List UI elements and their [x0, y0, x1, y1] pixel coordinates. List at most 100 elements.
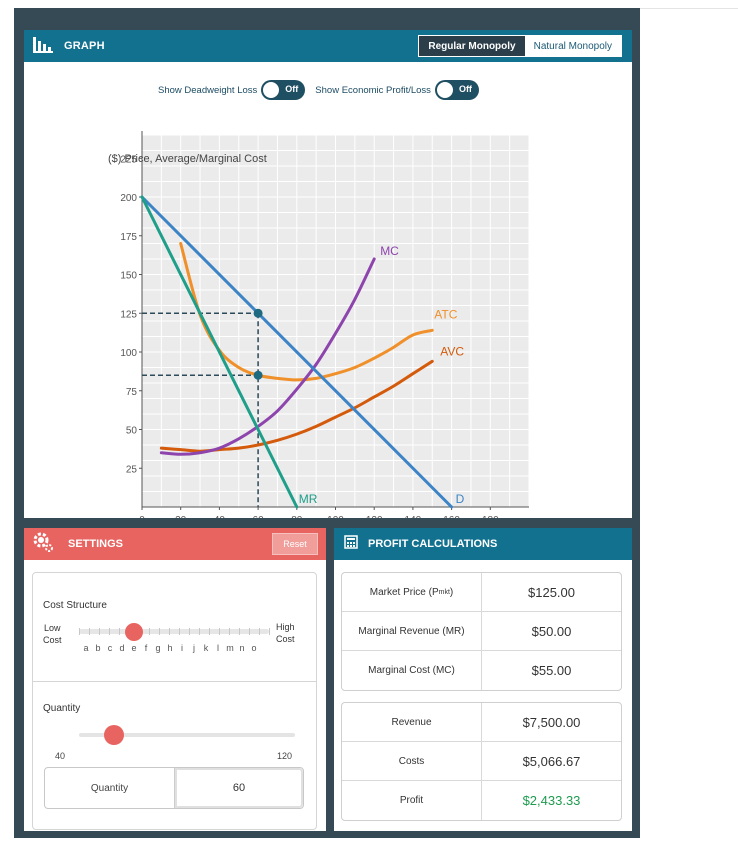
slider-tick	[249, 628, 250, 635]
high-cost-label-line1: High	[276, 622, 295, 632]
marginal-cost-row: Marginal Cost (MC) $55.00	[342, 651, 621, 690]
settings-divider	[33, 681, 316, 682]
settings-panel: SETTINGS Reset Cost Structure Low Cost H…	[24, 528, 326, 831]
x-tick-label: 100	[327, 515, 344, 518]
cost-letter-o: o	[251, 643, 257, 653]
cost-letter-h: h	[167, 643, 173, 653]
calculator-icon	[344, 534, 358, 554]
cost-curve-chart: 25 50 75 100 125 150 175 200 225 0 20 40 60 80 100 120 1…	[108, 131, 552, 539]
marginal-revenue-row: Marginal Revenue (MR) $50.00	[342, 612, 621, 651]
total-calculations: Revenue $7,500.00 Costs $5,066.67 Profit…	[341, 702, 622, 821]
y-axis-title: ($) Price, Average/Marginal Cost	[108, 153, 267, 165]
cost-letter-c: c	[107, 643, 113, 653]
graph-header: GRAPH Regular Monopoly Natural Monopoly	[24, 30, 632, 62]
cost-letter-i: i	[181, 643, 183, 653]
y-tick-label: 125	[120, 309, 137, 320]
profit-row: Profit $2,433.33	[342, 781, 621, 820]
cost-structure-slider-thumb[interactable]	[125, 623, 143, 641]
quantity-slider-track[interactable]	[79, 733, 295, 737]
cost-letter-j: j	[193, 643, 195, 653]
high-cost-label: High Cost	[276, 621, 295, 645]
slider-tick	[269, 628, 270, 635]
chart-point-1	[253, 308, 263, 318]
x-tick-label: 180	[482, 515, 499, 518]
slider-tick	[79, 628, 80, 635]
cost-letter-l: l	[217, 643, 219, 653]
cost-letter-f: f	[144, 643, 148, 653]
marginal-cost-label: Marginal Cost (MC)	[342, 651, 482, 690]
profit-value: $2,433.33	[522, 793, 581, 808]
toggle-state: Off	[458, 84, 472, 94]
market-price-value: $125.00	[528, 584, 575, 600]
low-cost-label-line1: Low	[44, 623, 61, 633]
x-tick-label: 0	[139, 515, 145, 518]
x-tick-label: 40	[214, 515, 226, 518]
costs-label: Costs	[342, 742, 482, 780]
x-tick-label: 140	[405, 515, 422, 518]
quantity-input[interactable]: 60	[175, 768, 303, 808]
quantity-slider-thumb[interactable]	[104, 725, 124, 745]
graph-toggles: Show Deadweight Loss Off Show Economic P…	[158, 80, 489, 100]
quantity-min-label: 40	[55, 751, 66, 761]
toggle-state: Off	[285, 84, 299, 94]
y-tick-label: 100	[120, 348, 137, 359]
deadweight-loss-toggle[interactable]: Off	[261, 80, 306, 100]
reset-button[interactable]: Reset	[272, 533, 318, 555]
chart-area: 25 50 75 100 125 150 175 200 225 0 20 40 60 80 100 120 1…	[24, 62, 632, 539]
marginal-revenue-value: $50.00	[531, 623, 572, 639]
cost-letter-k: k	[203, 643, 209, 653]
slider-tick	[89, 628, 90, 635]
marginal-cost-value: $55.00	[531, 663, 572, 678]
toggle-knob	[262, 81, 281, 99]
series-line-d	[140, 195, 454, 509]
y-tick-label: 200	[120, 193, 137, 204]
settings-title: SETTINGS	[68, 538, 124, 550]
slider-tick	[179, 628, 180, 635]
series-label-mc: MC	[380, 244, 399, 258]
profit-header: PROFIT CALCULATIONS	[334, 528, 632, 560]
monopoly-mode-switch: Regular Monopoly Natural Monopoly	[418, 35, 622, 57]
x-tick-label: 20	[175, 515, 187, 518]
cost-structure-slider-track[interactable]	[79, 629, 269, 634]
regular-monopoly-button[interactable]: Regular Monopoly	[419, 36, 525, 56]
series-label-mr: MR	[299, 492, 318, 506]
series-label-avc: AVC	[440, 344, 464, 358]
top-divider-line	[640, 8, 738, 9]
low-cost-label: Low Cost	[43, 622, 62, 646]
slider-tick	[149, 628, 150, 635]
y-tick-label: 25	[126, 464, 138, 475]
economic-profit-toggle[interactable]: Off	[434, 80, 479, 100]
bar-chart-icon	[32, 35, 54, 58]
x-tick-label: 160	[443, 515, 460, 518]
series-label-atc: ATC	[434, 307, 457, 321]
slider-tick	[209, 628, 210, 635]
quantity-max-label: 120	[277, 751, 293, 761]
market-price-row: Market Price (P mkt) $125.00	[342, 573, 621, 612]
y-tick-label: 150	[120, 271, 137, 282]
x-tick-label: 60	[253, 515, 265, 518]
y-tick-label: 50	[126, 426, 138, 437]
cost-letter-e: e	[131, 643, 137, 653]
slider-tick	[99, 628, 100, 635]
toggle-knob	[435, 81, 454, 99]
graph-title: GRAPH	[64, 40, 105, 52]
marginal-revenue-label: Marginal Revenue (MR)	[342, 612, 482, 650]
y-tick-label: 175	[120, 232, 137, 243]
profit-title: PROFIT CALCULATIONS	[368, 538, 498, 550]
cost-letter-g: g	[155, 643, 161, 653]
settings-header: SETTINGS Reset	[24, 528, 326, 560]
economic-profit-label: Show Economic Profit/Loss	[315, 84, 431, 96]
high-cost-label-line2: Cost	[276, 634, 295, 644]
deadweight-loss-label: Show Deadweight Loss	[158, 84, 258, 96]
revenue-row: Revenue $7,500.00	[342, 703, 621, 742]
market-price-label: Market Price (P mkt)	[342, 573, 482, 611]
profit-label: Profit	[342, 781, 482, 820]
slider-tick	[259, 628, 260, 635]
natural-monopoly-button[interactable]: Natural Monopoly	[524, 36, 621, 56]
series-line-mr	[140, 195, 299, 509]
slider-tick	[239, 628, 240, 635]
slider-tick	[169, 628, 170, 635]
cost-structure-label: Cost Structure	[43, 600, 107, 611]
profit-panel: PROFIT CALCULATIONS Market Price (P mkt) …	[334, 528, 632, 831]
